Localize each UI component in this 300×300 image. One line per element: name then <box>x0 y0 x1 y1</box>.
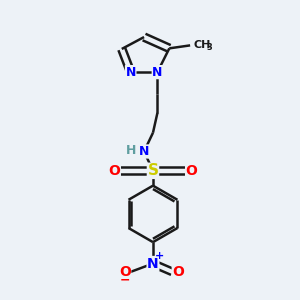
Text: H: H <box>125 143 136 157</box>
Text: +: + <box>155 251 164 261</box>
Text: methyl: methyl <box>195 43 200 44</box>
Text: S: S <box>148 163 158 178</box>
Text: O: O <box>172 265 184 279</box>
Text: O: O <box>119 265 131 279</box>
Text: N: N <box>152 66 163 79</box>
Text: CH: CH <box>193 40 211 50</box>
Text: N: N <box>125 66 136 79</box>
Text: N: N <box>147 256 159 271</box>
Text: O: O <box>108 164 120 178</box>
Text: −: − <box>119 274 130 287</box>
Text: 3: 3 <box>206 43 212 52</box>
Text: N: N <box>139 145 149 158</box>
Text: O: O <box>186 164 197 178</box>
